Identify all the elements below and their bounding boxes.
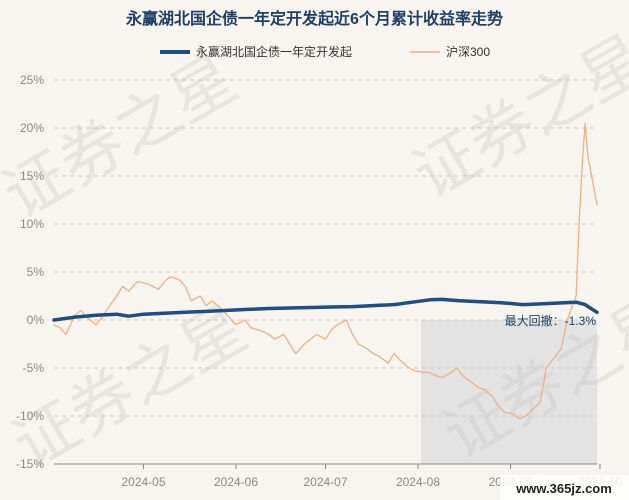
max-drawdown-annotation: 最大回撤：-1.3% [505,313,597,328]
y-tick-label: -10% [16,409,44,423]
x-tick-label: 2024-07 [303,475,347,489]
legend-label-index: 沪深300 [446,45,490,59]
legend-label-fund: 永赢湖北国企债一年定开发起 [196,44,352,59]
series-layer [52,122,599,420]
y-tick-label: 20% [20,121,44,135]
site-url: www.365jz.com [515,481,612,496]
y-tick-label: 10% [20,217,44,231]
y-tick-label: 0% [27,313,45,327]
watermark-text: 证券之星 [0,42,250,234]
legend[interactable]: 永赢湖北国企债一年定开发起 沪深300 [160,44,490,59]
chart-title: 永赢湖北国企债一年定开发起近6个月累计收益率走势 [125,9,503,28]
y-tick-label: -15% [16,457,44,471]
site-watermark-background [500,475,629,500]
y-tick-label: 15% [20,169,44,183]
site-watermark: www.365jz.com [500,475,629,500]
y-tick-label: -5% [23,361,45,375]
y-tick-label: 5% [27,265,45,279]
drawdown-region-layer [420,320,597,464]
x-tick-label: 2024-08 [396,475,440,489]
y-tick-label: 25% [20,73,44,87]
y-axis: -15% -10% -5% 0% 5% 10% 15% 20% 25% [16,73,44,471]
series-line-index [53,122,598,420]
watermark-text: 证券之星 [401,22,629,214]
series-line-fund [52,297,599,322]
x-tick-label: 2024-06 [214,475,258,489]
drawdown-region [420,320,597,464]
x-tick-label: 2024-05 [121,475,165,489]
